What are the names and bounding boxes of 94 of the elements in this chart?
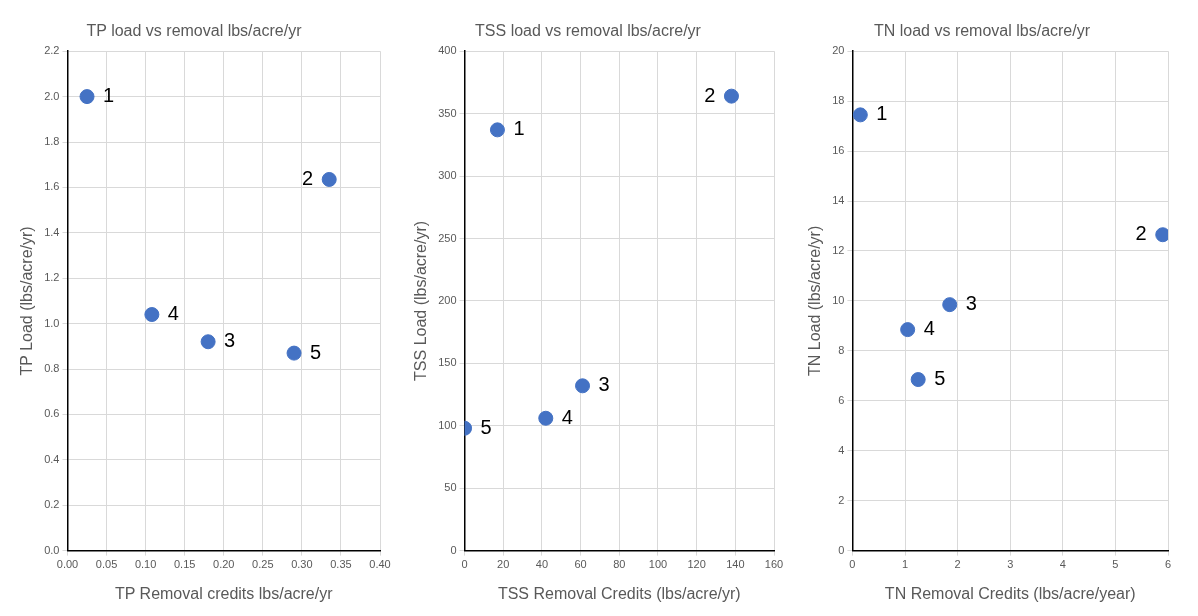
y-axis-title: TN Load (lbs/acre/yr) [806,225,824,377]
y-tick-label: 50 [444,481,457,494]
x-tick-label: 0.40 [369,558,391,571]
x-tick-label: 0 [849,558,856,571]
annotation: 5 [480,415,492,438]
chart-title: TSS load vs removal lbs/acre/yr [475,22,702,40]
y-tick-label: 350 [438,106,457,119]
annotation: 4 [923,317,935,340]
y-tick-label: 300 [438,169,457,182]
point [910,372,926,388]
y-tick-label: 0.8 [44,362,60,375]
x-tick-label: 160 [764,558,784,571]
y-axis-title: TSS Load (lbs/acre/yr) [412,220,430,381]
x-tick-label: 0.20 [213,558,235,571]
annotation: 5 [310,340,322,363]
y-tick-label: 10 [832,293,845,306]
x-tick-label: 20 [497,558,510,571]
x-tick-label: 0.00 [56,558,79,571]
y-tick-label: 0.2 [44,498,60,511]
chart-title: TN load vs removal lbs/acre/yr [873,22,1091,40]
x-tick-label: 0.10 [134,558,157,571]
point [144,307,160,323]
x-tick-label: 80 [613,558,626,571]
annotation: 3 [224,329,236,352]
y-tick-label: 20 [832,44,845,57]
annotation: 2 [704,83,716,106]
y-tick-label: 0 [838,543,845,556]
y-tick-label: 400 [438,44,457,57]
x-tick-label: 40 [535,558,549,571]
y-tick-label: 1.2 [44,271,60,284]
y-tick-label: 1.8 [44,135,60,148]
point [942,297,958,313]
point [286,345,302,361]
x-tick-label: 0.05 [95,558,118,571]
y-tick-label: 2 [838,493,845,506]
x-axis-title: TN Removal Credits (lbs/acre/year) [884,584,1136,602]
annotation: 1 [103,84,115,107]
y-tick-label: 18 [832,94,845,107]
y-tick-label: 0 [450,543,457,556]
y-tick-label: 0.4 [44,452,60,465]
annotation: 2 [302,166,314,189]
point [489,122,505,138]
y-tick-label: 200 [438,293,457,306]
y-tick-label: 1.0 [44,316,60,329]
point [79,89,95,105]
y-tick-label: 0.6 [44,407,60,420]
point [538,410,554,426]
annotation: 4 [167,302,179,325]
y-tick-label: 16 [832,144,845,157]
y-tick-label: 8 [838,343,845,356]
x-tick-label: 6 [1164,558,1172,571]
annotation: 1 [513,117,525,140]
point [723,88,739,104]
y-axis-title: TP Load (lbs/acre/yr) [18,226,36,376]
annotation: 4 [561,405,573,428]
point [852,107,868,123]
y-tick-label: 0.0 [44,543,60,556]
x-tick-label: 5 [1112,558,1119,571]
y-tick-label: 14 [832,194,845,207]
annotation: 2 [1135,222,1147,245]
annotation: 1 [876,102,888,125]
y-tick-label: 2.2 [44,44,60,57]
y-tick-label: 1.4 [44,225,60,238]
y-tick-label: 12 [832,243,845,256]
x-axis-title: TSS Removal Credits (lbs/acre/yr) [497,584,741,602]
y-tick-label: 1.6 [44,180,60,193]
x-tick-label: 140 [726,558,745,571]
y-tick-label: 100 [438,418,457,431]
x-tick-label: 4 [1059,558,1066,571]
x-tick-label: 0.25 [252,558,274,571]
annotation: 3 [598,373,610,396]
y-tick-label: 4 [838,443,845,456]
point [900,322,916,338]
point [575,378,591,394]
x-tick-label: 0.35 [330,558,352,571]
x-tick-label: 0.30 [291,558,313,571]
x-tick-label: 3 [1007,558,1014,571]
point [321,171,337,187]
chart-title: TP load vs removal lbs/acre/yr [86,22,303,40]
y-tick-label: 150 [438,356,457,369]
y-tick-label: 6 [838,393,845,406]
y-tick-label: 250 [438,231,457,244]
x-tick-label: 60 [574,558,587,571]
y-tick-label: 2.0 [44,89,60,102]
x-tick-label: 1 [901,558,909,571]
x-tick-label: 0.15 [173,558,196,571]
annotation: 3 [965,292,977,315]
annotation: 5 [934,367,946,390]
x-tick-label: 2 [954,558,961,571]
x-tick-label: 0 [461,558,468,571]
point [200,334,216,350]
x-axis-title: TP Removal credits lbs/acre/yr [114,584,334,602]
x-tick-label: 100 [648,558,668,571]
x-tick-label: 120 [687,558,706,571]
